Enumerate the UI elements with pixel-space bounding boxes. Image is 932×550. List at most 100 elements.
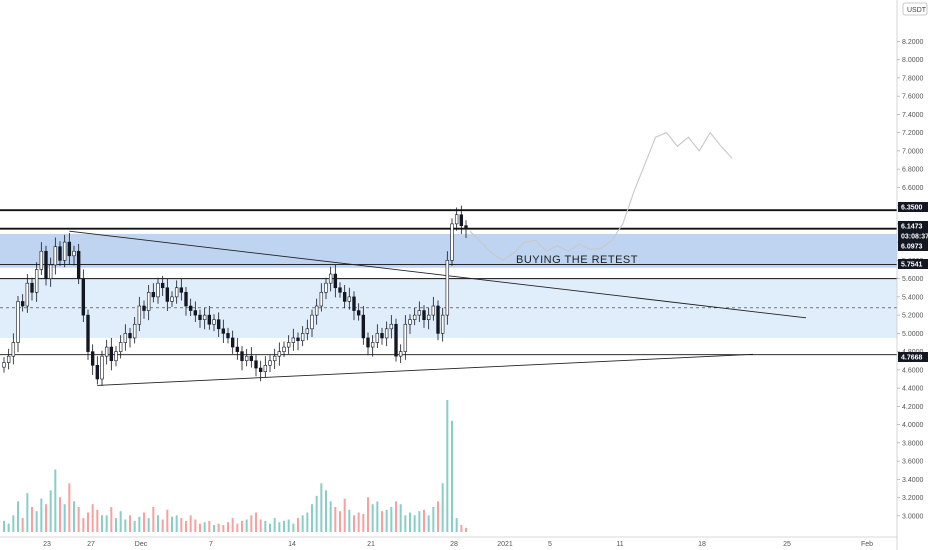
volume-bar	[315, 495, 318, 532]
candle-body	[431, 305, 436, 316]
y-tick-label: 5.6000	[902, 276, 924, 283]
volume-bar	[287, 519, 290, 532]
y-tick-label: 3.4000	[902, 477, 924, 484]
volume-bar	[138, 516, 141, 532]
candle-body	[235, 346, 240, 352]
volume-bar	[17, 501, 19, 532]
candle-body	[142, 305, 146, 311]
y-tick-label: 3.2000	[902, 495, 924, 502]
candle-body	[34, 269, 39, 293]
candle-body	[319, 292, 324, 307]
y-tick-label: 8.0000	[902, 57, 924, 64]
candle-body	[16, 301, 20, 343]
candle-body	[445, 260, 450, 316]
volume-bar	[427, 515, 430, 532]
candle-body	[151, 292, 156, 298]
volume-bar	[157, 515, 159, 532]
y-tick-label: 5.0000	[902, 331, 924, 338]
candle-body	[6, 355, 11, 363]
y-tick-label: 4.2000	[902, 404, 924, 411]
candle-body	[417, 310, 422, 316]
volume-bar	[301, 515, 304, 532]
x-tick-label: 27	[87, 541, 95, 548]
volume-bar	[203, 522, 206, 532]
candle-body	[100, 355, 104, 380]
candle-body	[114, 351, 118, 362]
candle-body	[165, 287, 170, 302]
volume-bar	[77, 506, 80, 532]
candle-body	[342, 292, 347, 302]
candle-body	[160, 282, 165, 289]
price-tag-label: 6.1473	[901, 224, 923, 231]
candle-body	[436, 305, 440, 334]
volume-bar	[171, 516, 173, 532]
candle-body	[226, 333, 230, 339]
candle-body	[109, 346, 114, 362]
volume-bar	[101, 515, 103, 532]
candle-body	[398, 351, 403, 357]
volume-bar	[381, 511, 383, 532]
volume-bar	[199, 523, 201, 532]
candle-body	[193, 310, 198, 316]
volume-bar	[357, 512, 360, 532]
volume-bar	[35, 511, 38, 532]
volume-bar	[423, 509, 425, 532]
volume-bar	[3, 520, 5, 532]
candle-body	[268, 360, 272, 366]
volume-bar	[7, 523, 10, 532]
candle-body	[39, 250, 44, 270]
candle-body	[356, 310, 361, 316]
candle-body	[464, 225, 468, 229]
candle-body	[282, 346, 286, 352]
candle-body	[221, 328, 226, 334]
candle-body	[426, 314, 431, 320]
candle-body	[174, 287, 179, 298]
volume-bar	[241, 520, 243, 532]
candle-body	[212, 319, 216, 325]
y-tick-label: 4.6000	[902, 367, 924, 374]
candle-body	[198, 314, 202, 320]
candle-body	[291, 337, 296, 343]
price-tags-layer: 6.3500 6.1473 03:08:37 6.0973 5.7541 4.7668	[898, 202, 929, 362]
candle-body	[104, 346, 109, 357]
descending-trendline	[69, 230, 807, 319]
volume-bar	[189, 515, 192, 532]
y-tick-label: 4.0000	[902, 422, 924, 429]
volume-bar	[68, 483, 71, 532]
candle-body	[184, 292, 188, 307]
x-tick-label: 14	[288, 541, 296, 548]
candle-body	[296, 337, 300, 341]
candle-body	[370, 342, 375, 348]
volume-bar	[259, 519, 262, 532]
volume-bar	[460, 525, 463, 532]
x-tick-label: 7	[209, 541, 213, 548]
volume-bar	[185, 520, 187, 532]
candle-body	[137, 305, 142, 325]
volume-bar	[26, 493, 29, 532]
candle-body	[123, 333, 128, 343]
y-tick-label: 6.6000	[902, 185, 924, 192]
volume-bar	[222, 525, 225, 532]
candle-body	[48, 264, 53, 279]
volume-bar	[441, 483, 444, 532]
volume-bar	[133, 520, 136, 532]
volume-bar	[409, 512, 411, 532]
y-tick-label: 3.0000	[902, 513, 924, 520]
y-tick-label: 3.8000	[902, 440, 924, 447]
volume-bar	[110, 506, 113, 532]
x-tick-label: 21	[367, 541, 375, 548]
y-tick-label: 7.4000	[902, 112, 924, 119]
candle-body	[384, 328, 389, 339]
price-tag	[898, 259, 928, 269]
y-tick-label: 7.0000	[902, 148, 924, 155]
volume-bar	[455, 518, 458, 532]
price-tag	[898, 231, 928, 241]
candle-body	[263, 365, 268, 372]
price-tag	[898, 221, 928, 231]
candle-body	[389, 323, 394, 330]
candle-body	[347, 296, 352, 302]
candle-body	[454, 214, 459, 225]
candle-body	[76, 250, 81, 279]
candle-body	[244, 355, 249, 362]
